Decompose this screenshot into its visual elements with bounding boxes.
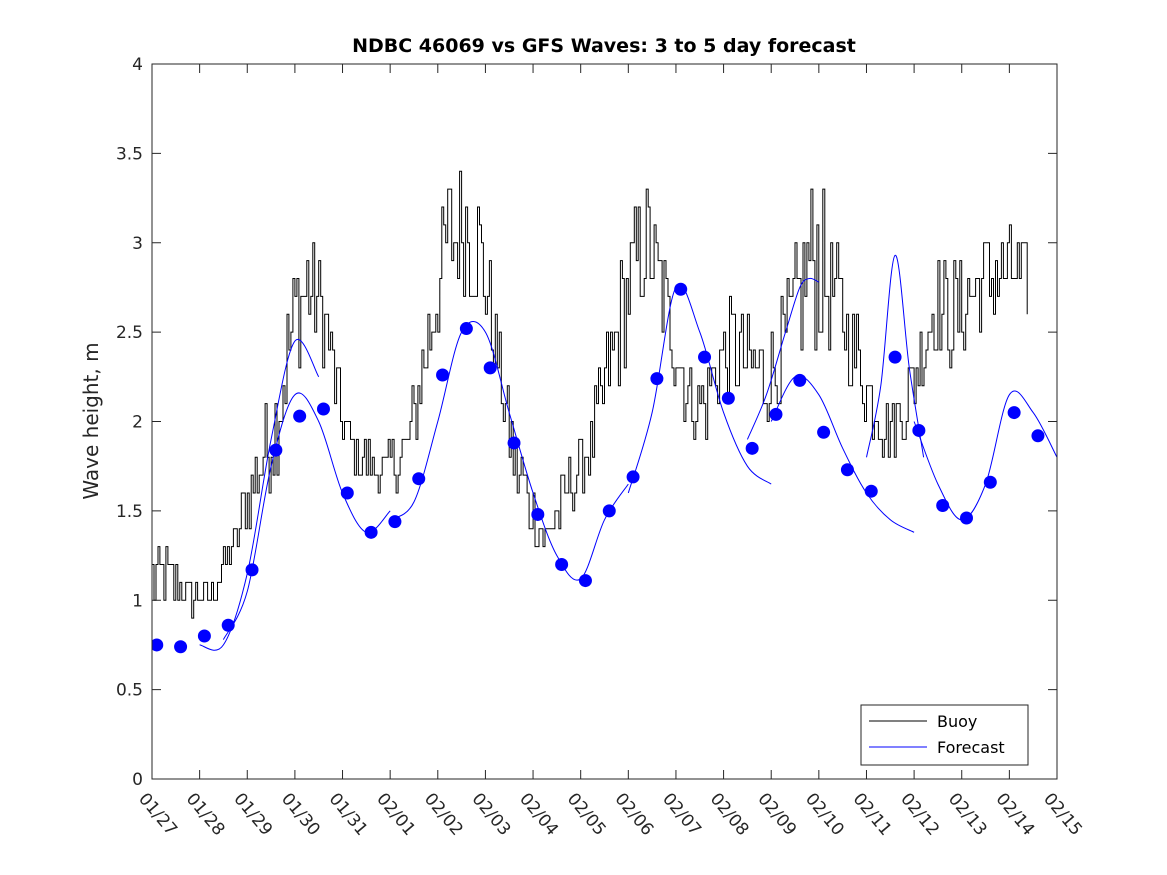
forecast-point xyxy=(578,574,592,588)
x-tick-label: 02/12 xyxy=(896,789,943,839)
forecast-point xyxy=(483,361,497,375)
plot-area xyxy=(152,64,1057,779)
forecast-point xyxy=(174,640,188,654)
forecast-point xyxy=(1031,429,1045,443)
forecast-point xyxy=(936,499,950,513)
x-tick-label: 02/01 xyxy=(372,789,419,839)
legend-forecast-label: Forecast xyxy=(937,738,1005,757)
x-tick-label: 01/29 xyxy=(229,789,276,839)
forecast-point xyxy=(316,402,330,416)
forecast-point xyxy=(152,638,164,652)
forecast-point xyxy=(531,507,545,521)
x-tick-label: 02/08 xyxy=(706,789,753,839)
forecast-point xyxy=(269,443,283,457)
forecast-run-line xyxy=(866,254,925,458)
y-tick-label: 0 xyxy=(132,770,143,790)
forecast-point xyxy=(769,407,783,421)
y-axis-ticks: 0 0.5 1 1.5 2 2.5 3 3.5 4 xyxy=(116,55,1057,790)
forecast-point xyxy=(197,629,211,643)
forecast-point xyxy=(674,282,688,296)
y-tick-label: 3 xyxy=(132,234,143,254)
x-tick-label: 02/15 xyxy=(1039,789,1086,839)
y-tick-label: 1.5 xyxy=(116,502,143,522)
forecast-run-line xyxy=(199,338,320,651)
x-tick-label: 02/10 xyxy=(801,789,848,839)
forecast-point xyxy=(626,470,640,484)
forecast-point xyxy=(412,472,426,486)
forecast-point xyxy=(364,525,378,539)
forecast-run-line xyxy=(389,320,629,581)
forecast-point xyxy=(555,558,569,571)
y-tick-label: 0.5 xyxy=(116,681,143,701)
y-tick-label: 3.5 xyxy=(116,144,143,164)
forecast-run-line xyxy=(627,284,772,494)
x-tick-label: 02/06 xyxy=(610,789,657,839)
forecast-point xyxy=(721,391,735,405)
x-tick-label: 01/27 xyxy=(134,789,181,839)
forecast-point xyxy=(221,618,235,632)
x-tick-label: 02/04 xyxy=(515,789,562,839)
x-tick-label: 02/02 xyxy=(420,789,467,839)
x-tick-label: 02/05 xyxy=(563,789,610,839)
forecast-points xyxy=(152,282,1045,654)
y-tick-label: 2.5 xyxy=(116,323,143,343)
x-tick-label: 01/28 xyxy=(182,789,229,839)
forecast-point xyxy=(388,515,402,529)
forecast-point xyxy=(864,484,878,498)
forecast-point xyxy=(888,350,902,364)
legend-box xyxy=(860,704,1029,766)
x-tick-label: 02/07 xyxy=(658,789,705,839)
forecast-point xyxy=(793,373,807,387)
forecast-point xyxy=(245,563,259,577)
forecast-point xyxy=(507,436,521,450)
x-tick-label: 02/13 xyxy=(944,789,991,839)
x-tick-label: 01/30 xyxy=(277,789,324,839)
x-tick-label: 02/11 xyxy=(849,789,896,839)
y-axis-label: Wave height, m xyxy=(79,342,103,499)
forecast-point xyxy=(983,475,997,489)
forecast-point xyxy=(650,372,664,386)
forecast-point xyxy=(745,441,759,455)
forecast-point xyxy=(1007,406,1021,420)
forecast-point xyxy=(840,463,854,477)
x-tick-label: 02/03 xyxy=(468,789,515,839)
forecast-point xyxy=(960,511,973,525)
forecast-run-line xyxy=(222,392,391,640)
legend-buoy-label: Buoy xyxy=(937,712,977,731)
x-tick-label: 02/09 xyxy=(753,789,800,839)
forecast-point xyxy=(698,350,712,364)
forecast-point xyxy=(436,368,450,382)
legend: Buoy Forecast xyxy=(860,704,1029,766)
x-tick-label: 01/31 xyxy=(325,789,372,839)
forecast-point xyxy=(459,322,473,336)
buoy-series xyxy=(152,170,1028,619)
y-tick-label: 4 xyxy=(132,55,143,75)
x-tick-label: 02/14 xyxy=(992,789,1039,839)
forecast-point xyxy=(602,504,616,518)
y-tick-label: 2 xyxy=(132,413,143,433)
forecast-point xyxy=(293,409,307,423)
chart-title: NDBC 46069 vs GFS Waves: 3 to 5 day fore… xyxy=(352,35,856,57)
y-tick-label: 1 xyxy=(132,591,143,611)
forecast-point xyxy=(912,423,926,437)
forecast-point xyxy=(817,425,831,439)
forecast-run-line xyxy=(746,277,820,440)
forecast-point xyxy=(340,486,354,500)
buoy-line xyxy=(152,170,1028,619)
